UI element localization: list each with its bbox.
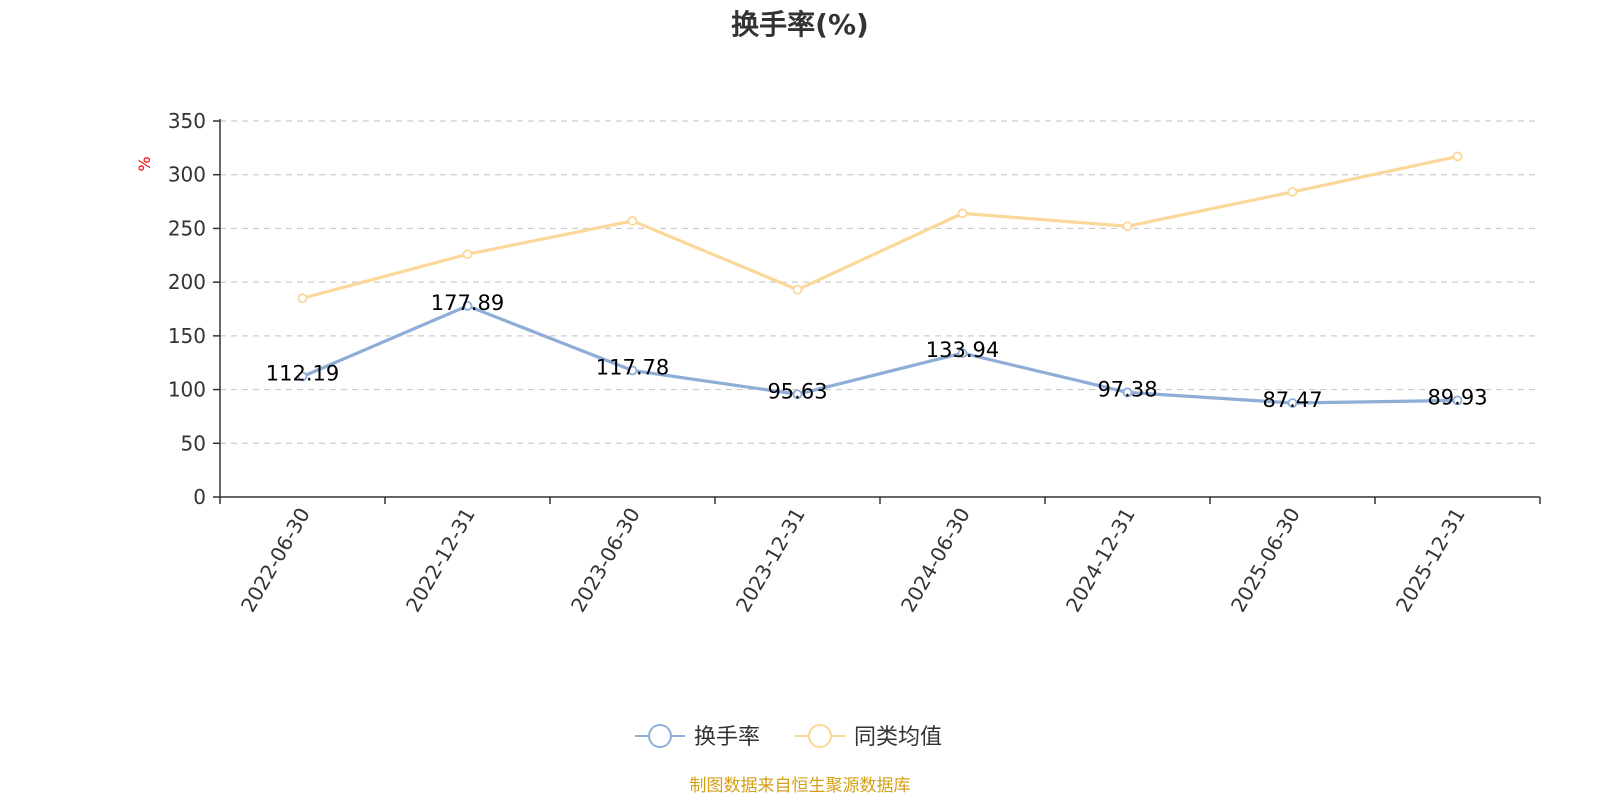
series-2-point [462, 249, 473, 260]
label-layer: 112.19 177.89 117.78 95.63 133.94 97.38 87.47 8… [266, 291, 1488, 412]
data-label: 95.63 [767, 379, 827, 403]
series-1-point [792, 389, 803, 400]
series-2-point [792, 284, 803, 295]
x-tick-label: 2024-06-30 [896, 504, 975, 617]
chart-title: 换手率(%) [731, 8, 869, 41]
y-tick-label: 0 [193, 485, 206, 509]
series-2-point [957, 208, 968, 219]
data-label: 87.47 [1262, 388, 1322, 412]
x-tick-label: 2023-12-31 [731, 504, 810, 617]
grid-layer [220, 120, 1540, 444]
series-2-point [297, 293, 308, 304]
y-tick-label: 50 [181, 431, 206, 455]
y-tick-label: 150 [168, 324, 206, 348]
legend-marker [808, 724, 832, 748]
series-2-point [1287, 187, 1298, 197]
series-1-point [1122, 387, 1133, 398]
series-2-point [627, 216, 638, 226]
series-1-point [957, 348, 968, 359]
data-label: 89.93 [1427, 385, 1487, 409]
y-tick-label: 200 [168, 270, 206, 294]
series-2-point [1452, 151, 1463, 162]
legend: 换手率 同类均值 [635, 724, 942, 750]
y-tick-label: 350 [168, 109, 206, 133]
series-1-point [462, 300, 473, 311]
series-1-point [627, 365, 638, 376]
x-tick-label: 2025-12-31 [1391, 504, 1470, 617]
data-label: 112.19 [266, 361, 339, 385]
x-tick-label: 2022-12-31 [401, 504, 480, 617]
data-label: 177.89 [431, 291, 504, 315]
axis-layer: 0 50 100 150 200 250 300 350 2022-06-30 2022-12-3… [168, 109, 1541, 617]
data-label: 133.94 [926, 338, 999, 362]
x-tick-label: 2024-12-31 [1061, 504, 1140, 617]
series-line-1 [301, 304, 1458, 405]
data-label: 117.78 [596, 355, 669, 379]
data-label: 97.38 [1097, 377, 1157, 401]
x-tick-label: 2022-06-30 [236, 504, 315, 617]
series-1-point [297, 371, 308, 382]
legend-item-2: 同类均值 [795, 724, 942, 750]
y-axis-unit-label: % [135, 156, 154, 171]
y-tick-label: 300 [168, 163, 206, 187]
y-tick-label: 100 [168, 378, 206, 402]
legend-label: 换手率 [694, 725, 760, 750]
series-layer [297, 151, 1463, 408]
x-tick-label: 2023-06-30 [566, 504, 645, 617]
legend-item-1: 换手率 [635, 724, 760, 750]
legend-label: 同类均值 [854, 725, 942, 750]
series-1-point [1452, 395, 1463, 406]
legend-marker [648, 724, 672, 748]
source-note: 制图数据来自恒生聚源数据库 [690, 776, 911, 796]
series-2-point [1122, 221, 1133, 232]
x-tick-label: 2025-06-30 [1226, 504, 1305, 617]
series-1-point [1287, 398, 1298, 408]
y-tick-label: 250 [168, 216, 206, 240]
series-line-2 [302, 154, 1458, 300]
